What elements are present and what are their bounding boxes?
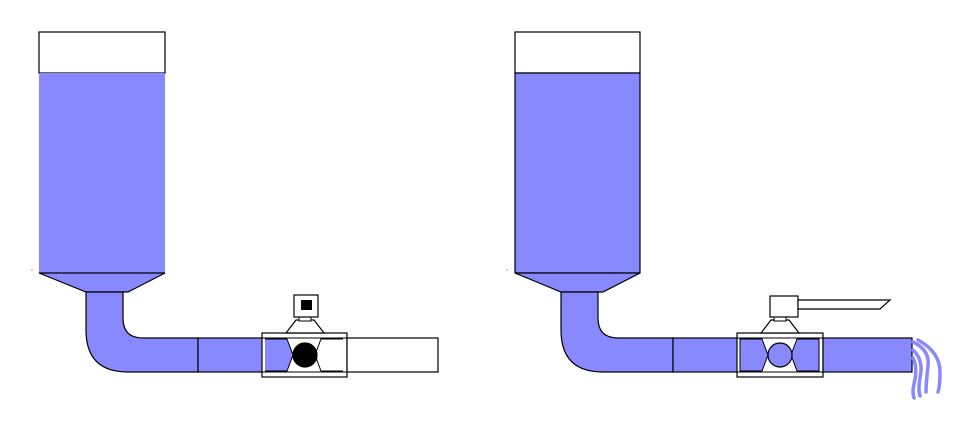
valve-bonnet-right: [759, 319, 801, 334]
elbow-pipe-left: [85, 291, 199, 373]
speck-left: [31, 269, 33, 271]
tank-left: [38, 31, 166, 293]
outflow-streams: [911, 338, 942, 400]
lever-handle-arm: [797, 299, 892, 310]
pipe-segment-right-downstream: [822, 337, 913, 373]
closed-valve-system: [38, 31, 439, 378]
square-knob-center: [301, 300, 312, 310]
lever-handle-hub: [769, 295, 799, 318]
valve-ball-closed: [292, 342, 318, 368]
elbow-pipe-right: [560, 291, 674, 373]
open-valve-system: [514, 31, 942, 400]
tank-right-air-space: [514, 31, 641, 74]
tank-right: [514, 31, 641, 293]
valve-ball-open: [767, 342, 793, 368]
valve-stem-left: [298, 316, 312, 322]
tank-right-fluid: [514, 72, 641, 274]
valve-seat-fluid-right-in: [739, 338, 769, 372]
valve-seat-fluid-left: [265, 339, 293, 371]
tank-left-fluid: [39, 73, 165, 273]
valve-bonnet-left: [284, 319, 326, 334]
ball-valve-right: [736, 295, 892, 378]
pipe-segment-right-upstream: [672, 337, 741, 373]
valve-stem-right: [773, 316, 787, 322]
valve-seat-fluid-right-out: [790, 338, 820, 372]
pipe-segment-left-downstream: [346, 337, 439, 373]
speck-right: [506, 269, 508, 271]
ball-valve-left: [261, 294, 348, 378]
tank-left-hopper: [38, 272, 166, 293]
tank-right-hopper: [514, 272, 641, 293]
tank-left-air-space: [38, 31, 166, 74]
pipe-segment-left-upstream: [197, 337, 266, 373]
